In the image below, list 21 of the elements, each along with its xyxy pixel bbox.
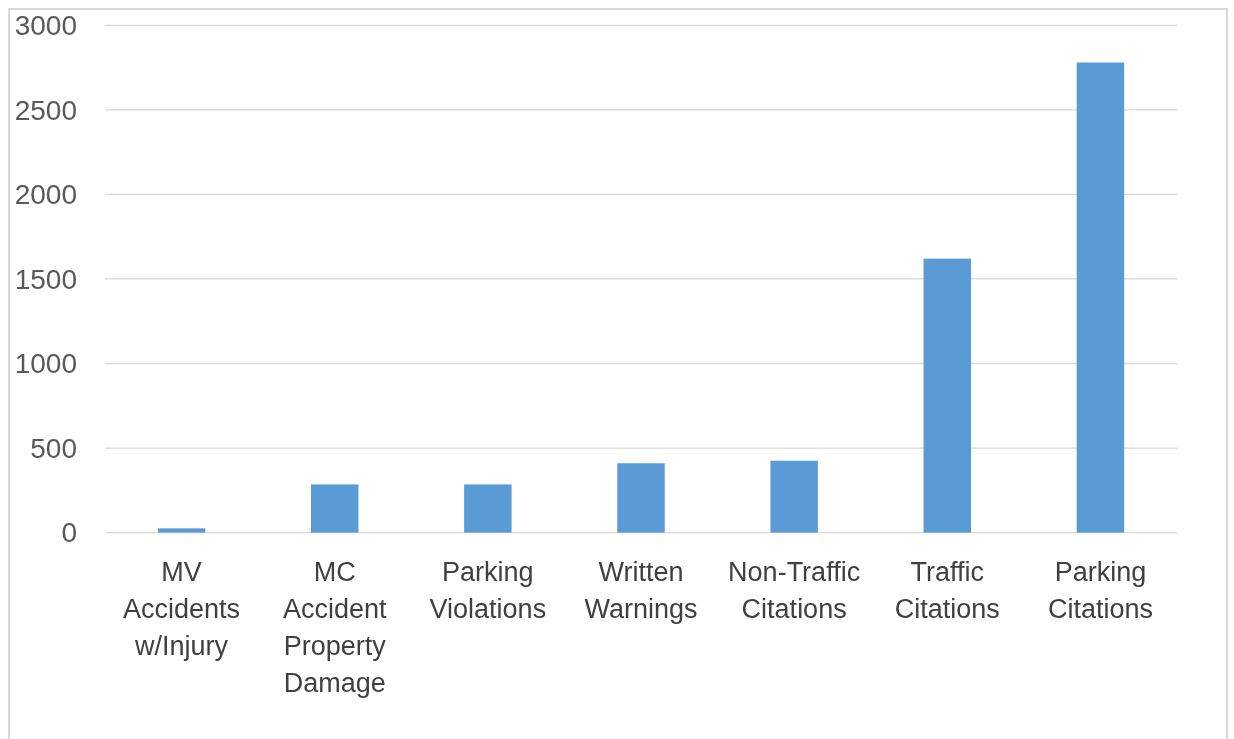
- x-tick-label: MC Accident Property Damage: [282, 557, 387, 698]
- bar: [310, 484, 359, 533]
- x-tick-label: Parking Violations: [429, 557, 547, 624]
- y-tick-label: 3000: [14, 10, 77, 42]
- x-tick-label: Parking Citations: [1047, 557, 1153, 624]
- bar: [923, 258, 972, 533]
- y-tick-label: 1000: [14, 348, 77, 380]
- bar: [617, 463, 665, 533]
- y-tick-label: 2000: [14, 179, 77, 211]
- y-tick-label: 2500: [14, 94, 77, 126]
- x-tick-label: Traffic Citations: [894, 557, 1000, 624]
- bar: [1076, 62, 1125, 533]
- bar: [770, 460, 818, 533]
- y-tick-label: 1500: [14, 263, 77, 295]
- x-tick-label: MV Accidents w/Injury: [123, 557, 241, 661]
- bar: [464, 484, 512, 533]
- y-tick-label: 500: [30, 432, 77, 464]
- y-tick-label: 0: [61, 517, 77, 549]
- bar: [157, 528, 206, 533]
- x-tick-label: Written Warnings: [584, 557, 698, 624]
- x-tick-label: Non-Traffic Citations: [728, 557, 861, 624]
